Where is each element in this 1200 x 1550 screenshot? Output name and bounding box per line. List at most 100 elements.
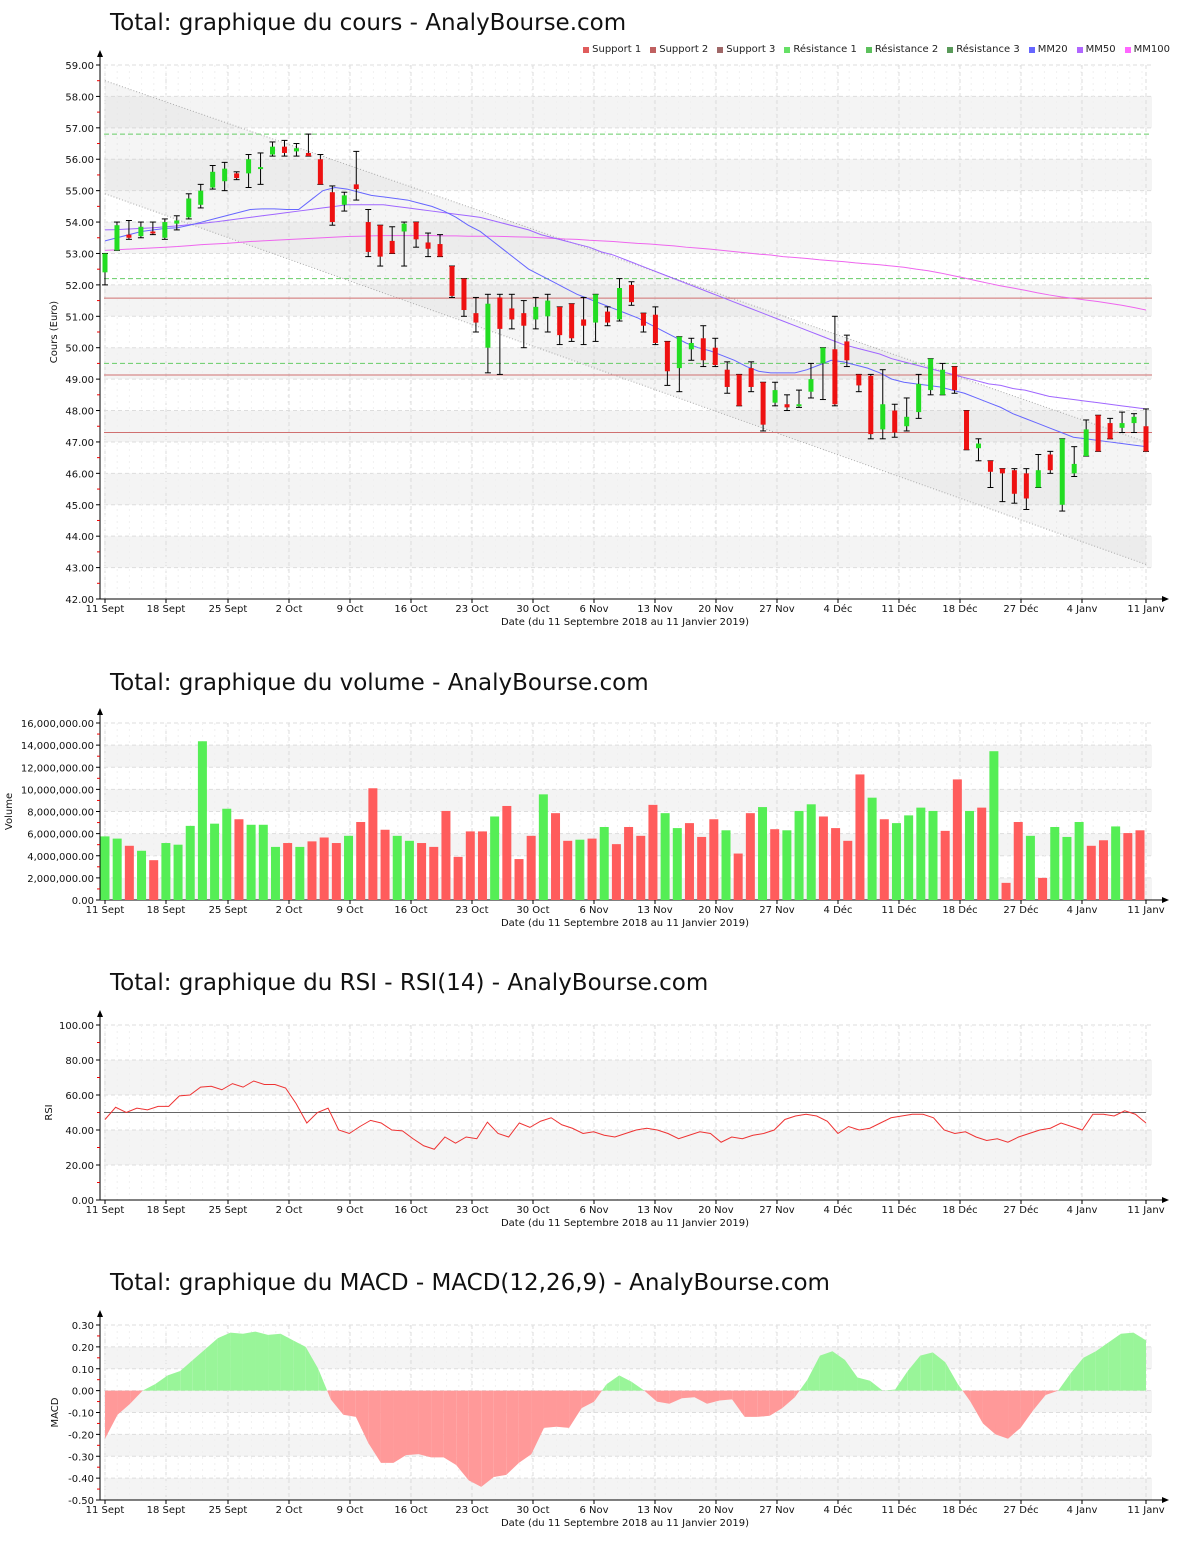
svg-text:18 Sept: 18 Sept [147,1205,186,1216]
svg-text:9 Oct: 9 Oct [337,604,364,615]
legend-item: MM100 [1124,44,1170,55]
volume-chart-panel: Total: graphique du volume - AnalyBourse… [0,660,1200,940]
svg-text:6 Nov: 6 Nov [579,1205,608,1216]
svg-text:18 Déc: 18 Déc [942,1204,977,1216]
svg-text:Date (du 11 Septembre 2018 au: Date (du 11 Septembre 2018 au 11 Janvier… [501,918,749,929]
svg-text:11 Janv: 11 Janv [1127,905,1164,916]
svg-text:30 Oct: 30 Oct [516,1505,549,1516]
svg-text:57.00: 57.00 [65,124,94,135]
legend-label: MM50 [1085,44,1116,55]
macd-chart-title: Total: graphique du MACD - MACD(12,26,9)… [110,1270,830,1296]
svg-text:4 Janv: 4 Janv [1067,905,1098,916]
svg-text:4 Déc: 4 Déc [824,1504,853,1516]
svg-text:60.00: 60.00 [65,1091,94,1102]
svg-text:4 Déc: 4 Déc [824,603,853,615]
svg-text:16 Oct: 16 Oct [394,1205,427,1216]
svg-text:Cours (Euro): Cours (Euro) [49,301,60,364]
legend-item: Résistance 1 [784,44,857,55]
svg-text:4 Déc: 4 Déc [824,1204,853,1216]
svg-text:100.00: 100.00 [59,1021,94,1032]
svg-text:13 Nov: 13 Nov [637,604,673,615]
svg-text:48.00: 48.00 [65,407,94,418]
legend-label: Résistance 3 [956,44,1020,55]
svg-text:42.00: 42.00 [65,595,94,606]
svg-text:23 Oct: 23 Oct [455,905,488,916]
svg-text:13 Nov: 13 Nov [637,1205,673,1216]
legend-swatch-icon [1124,46,1131,53]
svg-text:11 Sept: 11 Sept [86,1205,125,1216]
svg-text:27 Déc: 27 Déc [1003,904,1038,916]
svg-text:16 Oct: 16 Oct [394,604,427,615]
svg-text:2 Oct: 2 Oct [276,1505,303,1516]
svg-text:0.10: 0.10 [72,1365,94,1376]
svg-text:11 Sept: 11 Sept [86,604,125,615]
price-chart-legend: Support 1 Support 2 Support 3 Résistance 1 R… [583,44,1170,55]
legend-item: Support 3 [717,44,775,55]
svg-text:40.00: 40.00 [65,1126,94,1137]
svg-text:-0.50: -0.50 [68,1496,94,1507]
legend-label: Support 2 [659,44,709,55]
svg-text:20 Nov: 20 Nov [698,1505,734,1516]
svg-text:-0.30: -0.30 [68,1452,94,1463]
legend-label: MM100 [1133,44,1170,55]
svg-text:-0.10: -0.10 [68,1409,94,1420]
svg-text:2,000,000.00: 2,000,000.00 [27,874,94,885]
svg-text:25 Sept: 25 Sept [209,1505,248,1516]
legend-label: MM20 [1037,44,1068,55]
svg-text:53.00: 53.00 [65,249,94,260]
svg-text:80.00: 80.00 [65,1056,94,1067]
macd-chart-plot: -0.50 -0.40 -0.30 -0.20 -0.10 0.00 0.10 0.20 0.3… [50,1310,1169,1529]
svg-text:45.00: 45.00 [65,501,94,512]
legend-label: Support 1 [592,44,642,55]
svg-text:23 Oct: 23 Oct [455,1205,488,1216]
svg-text:9 Oct: 9 Oct [337,1505,364,1516]
rsi-chart-title: Total: graphique du RSI - RSI(14) - Anal… [110,970,709,996]
svg-text:9 Oct: 9 Oct [337,905,364,916]
svg-text:25 Sept: 25 Sept [209,905,248,916]
legend-item: Support 2 [650,44,708,55]
price-chart-panel: Total: graphique du cours - AnalyBourse.… [0,0,1200,640]
svg-text:52.00: 52.00 [65,281,94,292]
svg-text:23 Oct: 23 Oct [455,604,488,615]
price-chart-plot: 42.00 43.00 44.00 45.00 46.00 47.00 48.00 49.00… [49,50,1169,628]
svg-text:55.00: 55.00 [65,187,94,198]
svg-text:20 Nov: 20 Nov [698,905,734,916]
svg-text:27 Nov: 27 Nov [759,905,795,916]
svg-text:13 Nov: 13 Nov [637,1505,673,1516]
legend-item: Résistance 3 [947,44,1020,55]
svg-text:46.00: 46.00 [65,469,94,480]
svg-text:12,000,000.00: 12,000,000.00 [21,763,94,774]
svg-text:10,000,000.00: 10,000,000.00 [21,785,94,796]
svg-text:25 Sept: 25 Sept [209,1205,248,1216]
svg-text:27 Déc: 27 Déc [1003,603,1038,615]
svg-text:0.00: 0.00 [72,1387,94,1398]
svg-text:23 Oct: 23 Oct [455,1505,488,1516]
svg-text:Date (du 11 Septembre 2018 au: Date (du 11 Septembre 2018 au 11 Janvier… [501,1218,749,1229]
macd-chart-panel: Total: graphique du MACD - MACD(12,26,9)… [0,1260,1200,1550]
svg-text:4 Janv: 4 Janv [1067,1505,1098,1516]
svg-text:20 Nov: 20 Nov [698,604,734,615]
svg-text:0.00: 0.00 [72,896,94,907]
svg-text:0.20: 0.20 [72,1343,94,1354]
svg-text:11 Déc: 11 Déc [881,1204,916,1216]
rsi-chart-panel: Total: graphique du RSI - RSI(14) - Anal… [0,960,1200,1240]
svg-text:2 Oct: 2 Oct [276,604,303,615]
svg-text:6,000,000.00: 6,000,000.00 [27,830,94,841]
svg-text:27 Nov: 27 Nov [759,1205,795,1216]
svg-text:8,000,000.00: 8,000,000.00 [27,808,94,819]
svg-text:6 Nov: 6 Nov [579,604,608,615]
volume-chart-title: Total: graphique du volume - AnalyBourse… [110,670,649,696]
svg-text:27 Déc: 27 Déc [1003,1504,1038,1516]
svg-text:4 Janv: 4 Janv [1067,1205,1098,1216]
svg-text:4 Déc: 4 Déc [824,904,853,916]
svg-text:56.00: 56.00 [65,155,94,166]
legend-swatch-icon [717,46,724,53]
svg-text:16,000,000.00: 16,000,000.00 [21,719,94,730]
svg-text:18 Sept: 18 Sept [147,1505,186,1516]
svg-text:0.30: 0.30 [72,1321,94,1332]
svg-text:6 Nov: 6 Nov [579,905,608,916]
svg-text:16 Oct: 16 Oct [394,1505,427,1516]
svg-text:20.00: 20.00 [65,1161,94,1172]
legend-item: Support 1 [583,44,641,55]
svg-text:30 Oct: 30 Oct [516,604,549,615]
